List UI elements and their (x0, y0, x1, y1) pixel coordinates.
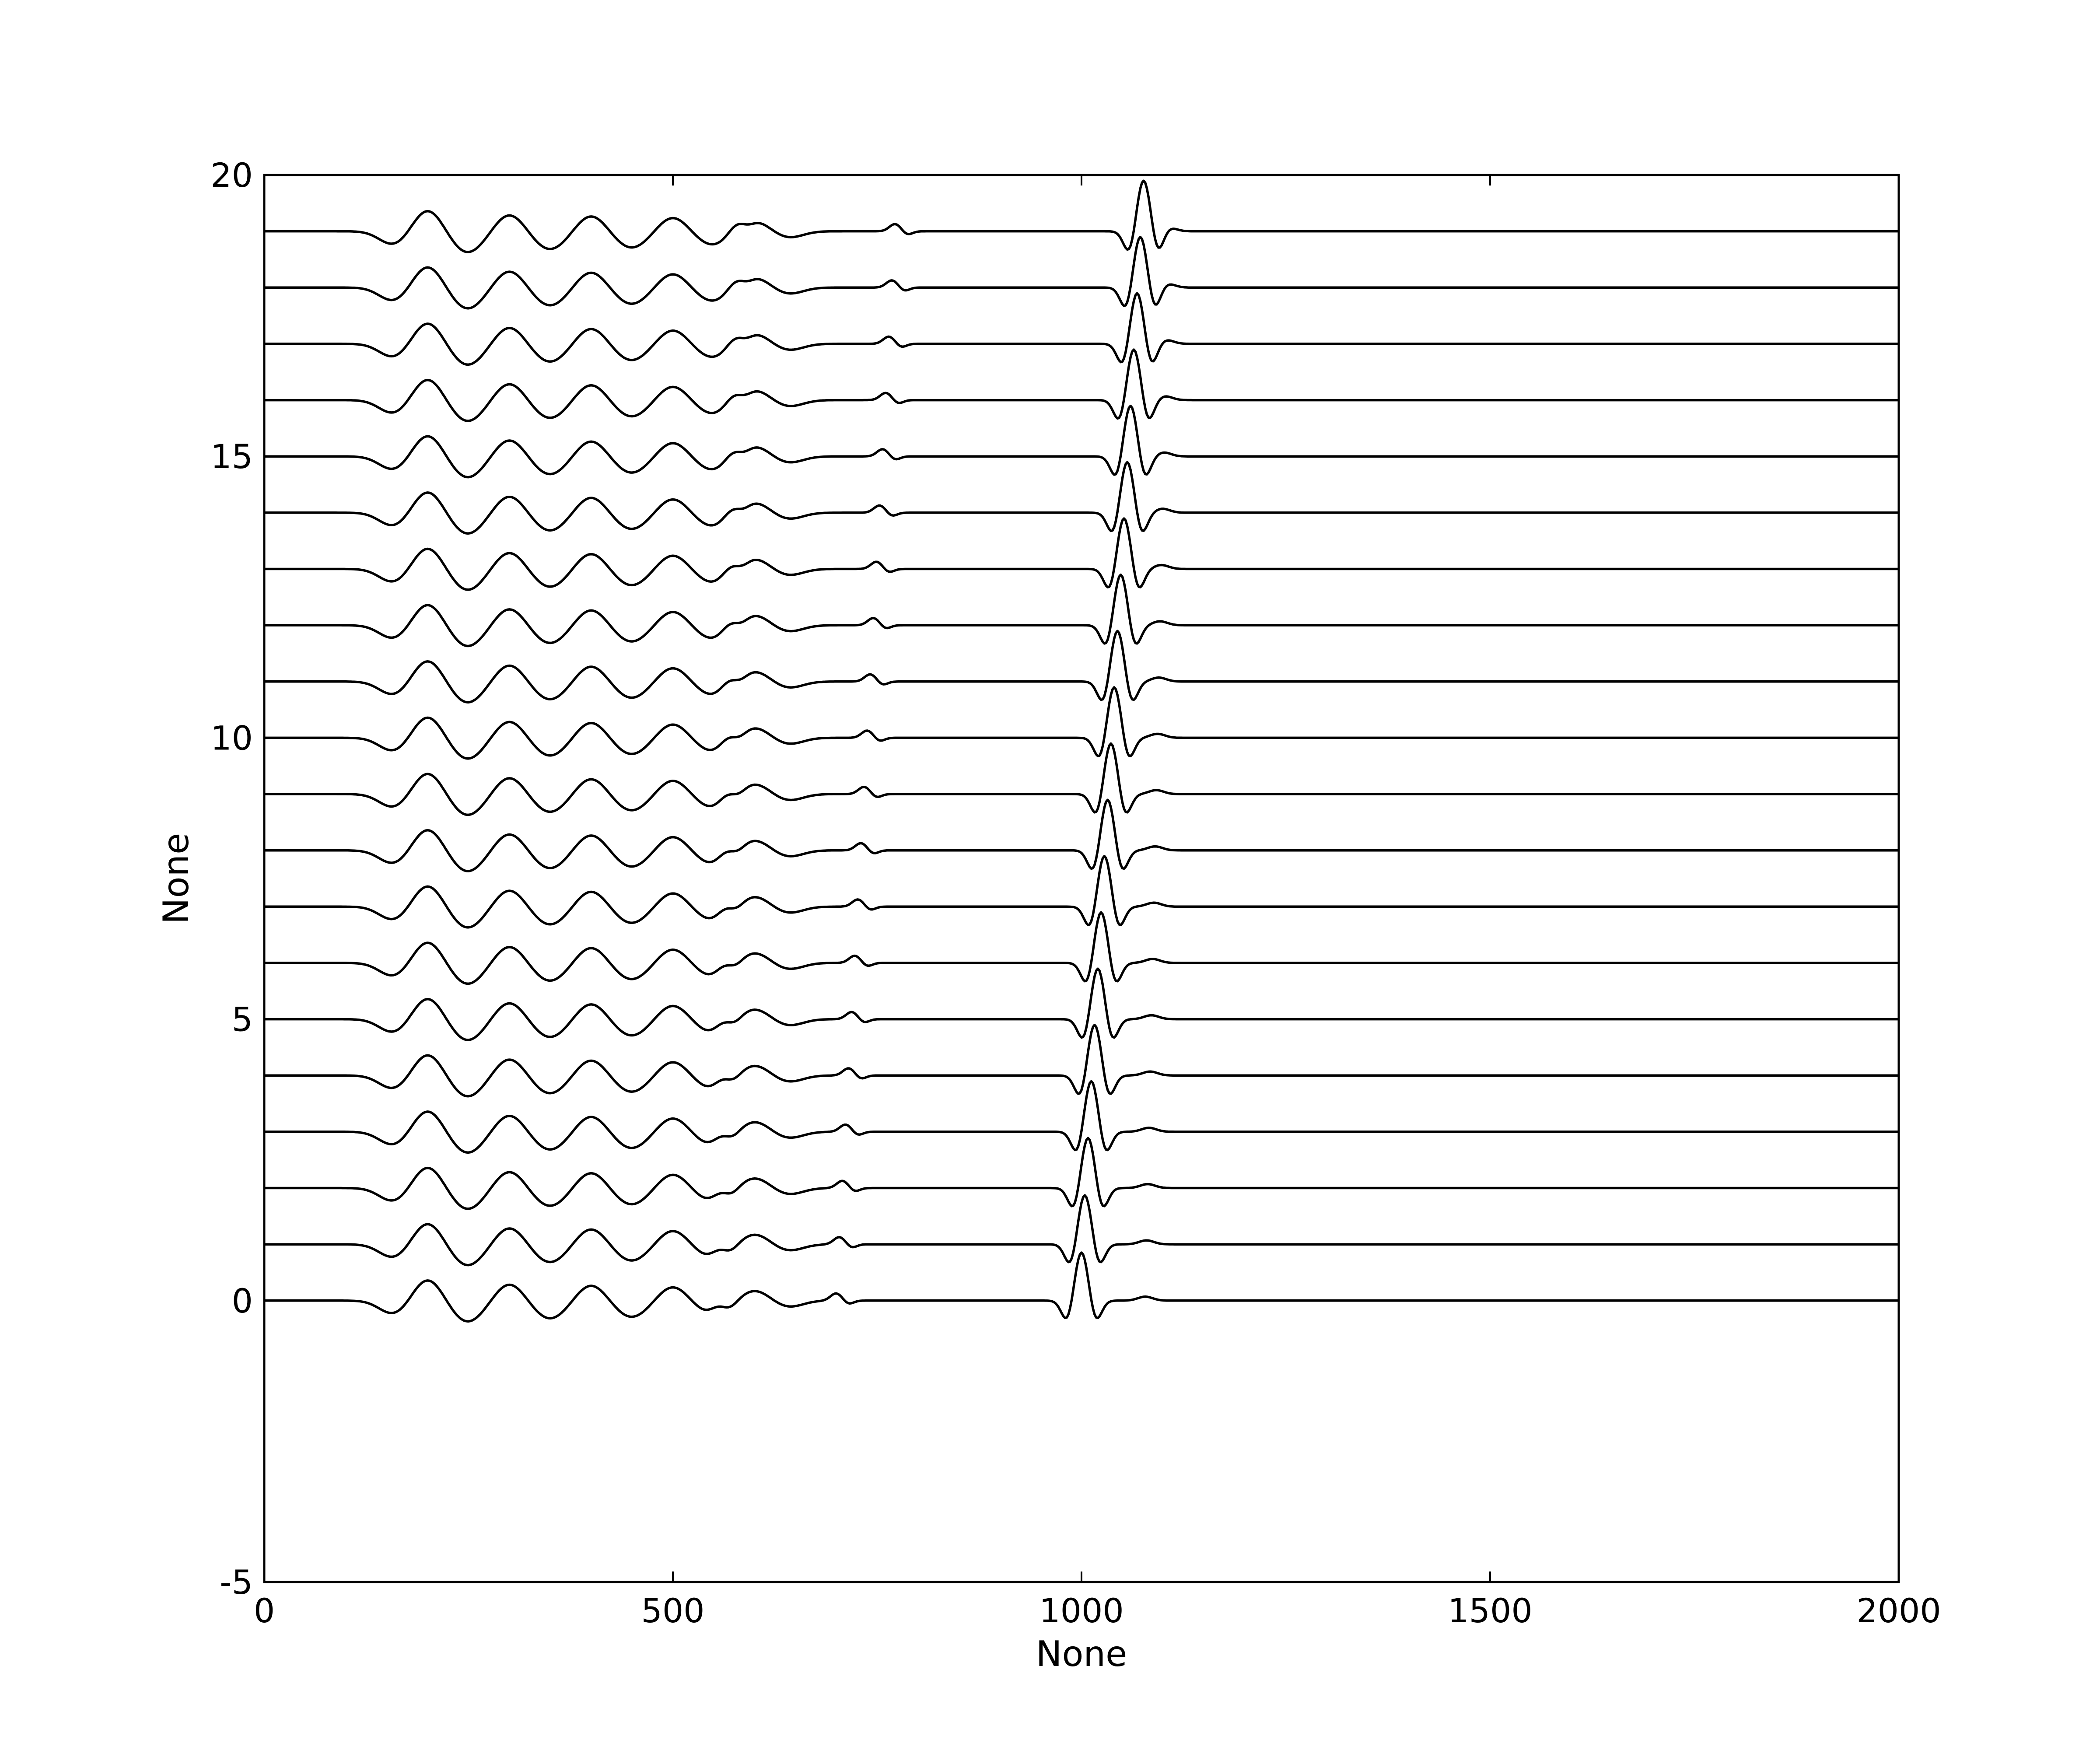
x-tick-label: 1500 (1448, 1591, 1532, 1630)
x-tick-label: 1000 (1039, 1591, 1124, 1630)
trace-line (264, 630, 1899, 704)
x-axis-label: None (1036, 1634, 1127, 1674)
x-tick-label: 0 (254, 1591, 275, 1630)
trace-line (264, 911, 1899, 985)
y-tick-label: 10 (210, 718, 253, 757)
trace-line (264, 686, 1899, 760)
trace-line (264, 348, 1899, 422)
trace-line (264, 798, 1899, 872)
trace-line (264, 461, 1899, 535)
y-axis-label: None (156, 833, 196, 924)
trace-line (264, 967, 1899, 1041)
trace-line (264, 573, 1899, 648)
trace-line (264, 1024, 1899, 1098)
plot-frame (263, 174, 1900, 1583)
y-tick-label: 15 (210, 437, 253, 476)
x-tick-label: 2000 (1856, 1591, 1941, 1630)
trace-line (264, 405, 1899, 479)
trace-line (264, 1137, 1899, 1210)
trace-line (264, 236, 1899, 310)
y-tick-label: -5 (220, 1563, 253, 1602)
y-tick-label: 0 (232, 1281, 253, 1320)
x-tick-label: 500 (641, 1591, 704, 1630)
trace-line (264, 855, 1899, 929)
trace-line (264, 1080, 1899, 1154)
trace-line (264, 179, 1899, 253)
trace-line (264, 742, 1899, 816)
trace-group (264, 179, 1899, 1323)
trace-line (264, 1194, 1899, 1267)
trace-line (264, 292, 1899, 366)
y-tick-label: 20 (210, 156, 253, 195)
trace-line (264, 517, 1899, 591)
y-tick-label: 5 (232, 1000, 253, 1039)
trace-line (264, 1251, 1899, 1323)
